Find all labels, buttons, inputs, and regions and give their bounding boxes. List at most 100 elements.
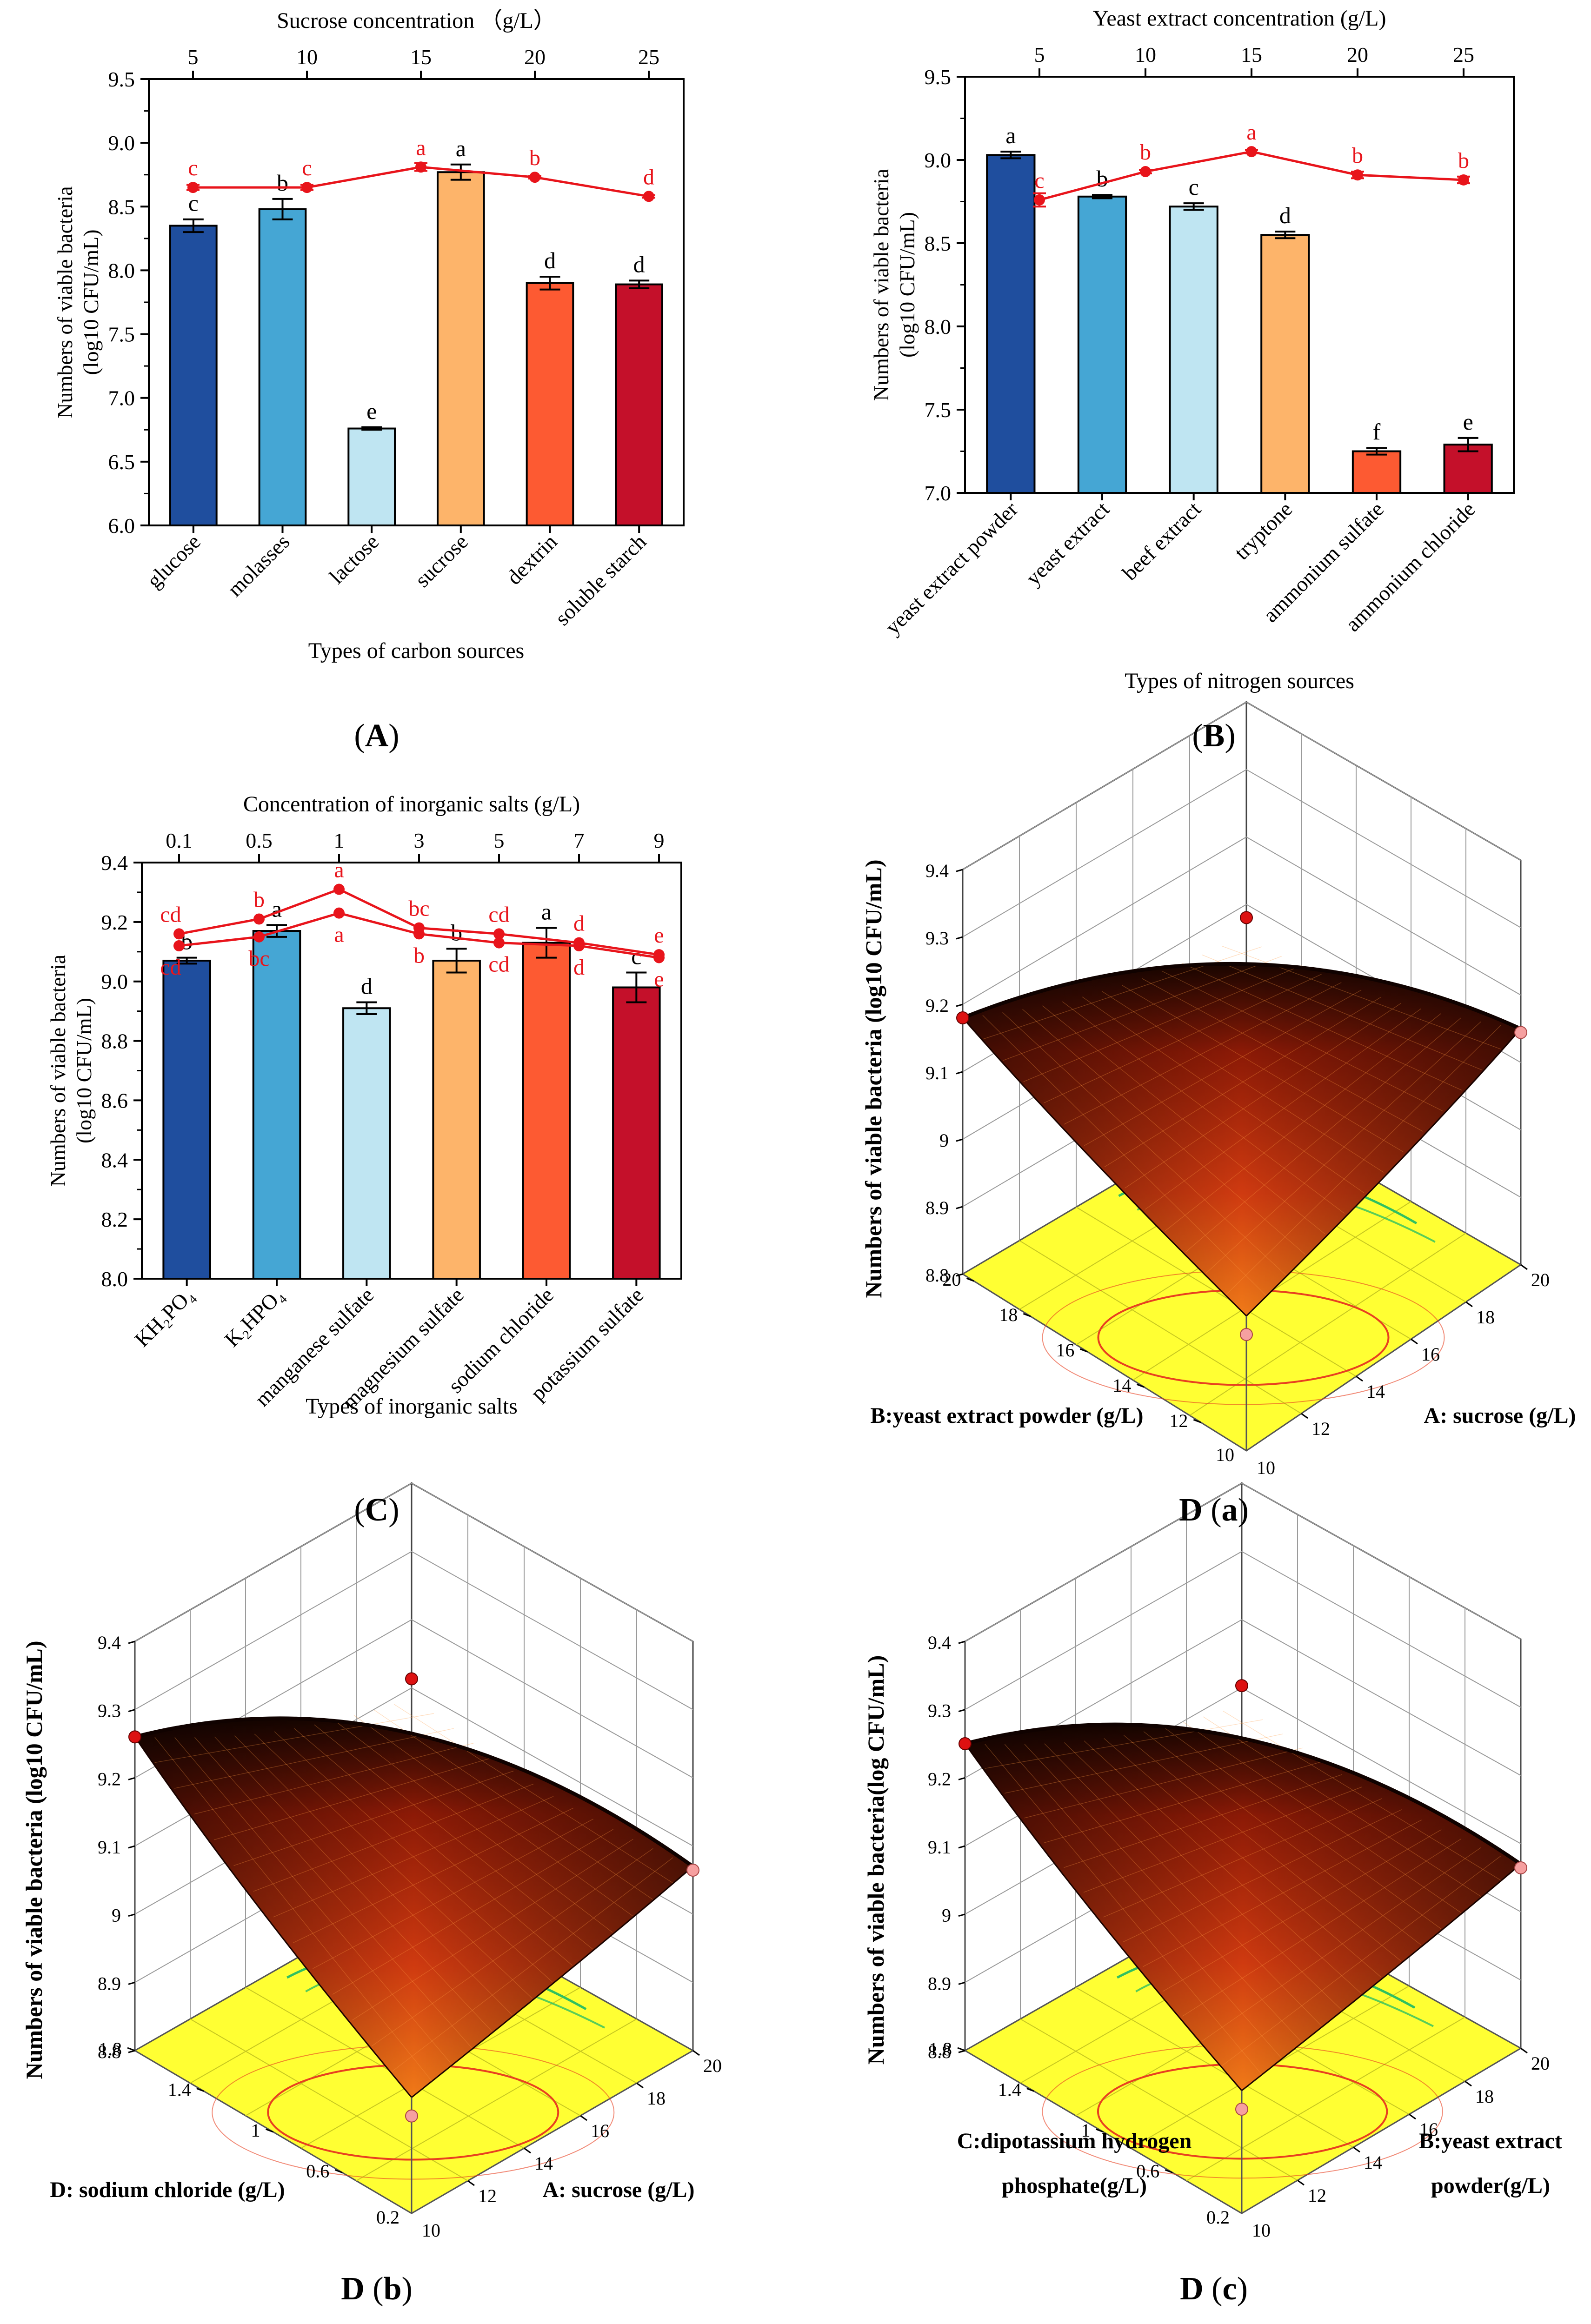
top-axis-label: Concentration of inorganic salts (g/L) [243, 792, 580, 817]
chart-C: 8.0 8.2 8.4 8.6 8.8 9.0 9.2 9.4 Numbers of viabl… [46, 792, 682, 1419]
bar-1 [1077, 195, 1127, 494]
z-tick-mark [956, 1206, 963, 1209]
x-axis-label: Types of carbon sources [308, 638, 524, 663]
surface-mesh-line [1223, 1711, 1501, 1881]
z-tick-label: 9.3 [928, 1700, 951, 1721]
left-axis-label-line: C:dipotassium hydrogen [957, 2129, 1192, 2153]
surface-mesh-line [214, 1736, 493, 2032]
z-tick-label: 9.1 [928, 1837, 951, 1858]
left-axis-tick-label: 1.8 [929, 2038, 952, 2059]
left-axis-tick [1136, 1383, 1145, 1388]
line-point [173, 940, 185, 951]
panel-label-paren: ) [402, 2271, 413, 2307]
bar-significance-letter: d [1279, 202, 1291, 228]
left-axis-tick-label: 1.4 [168, 2079, 191, 2100]
left-axis-tick-label: 16 [1056, 1340, 1074, 1361]
chart-A: 6.0 6.5 7.0 7.5 8.0 8.5 9.0 9.5 Numbers of viabl… [53, 8, 685, 663]
right-axis-tick-label: 14 [1366, 1381, 1385, 1402]
y-tick-label: 7.0 [108, 386, 135, 410]
line-significance-letter: b [1140, 140, 1151, 165]
panel-label: D (b) [341, 2271, 413, 2307]
surface-mesh-line [1222, 1855, 1501, 2066]
left-axis-tick-label: 12 [1169, 1410, 1188, 1431]
y-tick-label: 9.5 [925, 65, 952, 89]
bar-significance-letter: c [1189, 174, 1199, 200]
z-tick-mark [128, 1777, 135, 1780]
right-axis-tick [467, 2180, 475, 2186]
right-axis-tick-label: 16 [1419, 2119, 1438, 2140]
design-point-marker [405, 2109, 418, 2123]
panel-label-paren: ( [1204, 2271, 1223, 2307]
bar-significance-letter: e [1463, 409, 1473, 435]
x-category-label: dextrin [502, 530, 561, 589]
left-axis-tick [265, 2128, 274, 2133]
surface-mesh-line [254, 1733, 533, 1999]
panel-label: (A) [354, 718, 399, 754]
top-tick-label: 5 [1034, 43, 1045, 66]
z-tick-label: 9.2 [928, 1768, 951, 1789]
bar-significance-letter: c [188, 190, 199, 216]
left-axis-tick-label: 0.6 [306, 2161, 329, 2182]
surface-mesh-line [194, 1737, 473, 2048]
z-tick-label: 8.8 [928, 2041, 951, 2062]
right-axis-tick-label: 18 [647, 2088, 666, 2109]
floor-grid-line [1186, 2017, 1465, 2181]
panel-label-paren: ( [354, 718, 365, 754]
surface-mesh-line [1124, 1735, 1402, 1962]
bar-significance-letter: b [277, 170, 288, 196]
bar-significance-letter: e [366, 398, 377, 424]
bar-2 [1169, 206, 1218, 494]
y-tick-label: 6.5 [108, 450, 135, 474]
y-tick-label: 8.0 [101, 1267, 128, 1291]
surface-mesh-line [1165, 1013, 1441, 1231]
y-tick-label: 8.8 [101, 1029, 128, 1053]
line-point [333, 883, 345, 895]
z-tick-mark [128, 1913, 135, 1917]
y-tick-label: 9.2 [101, 910, 128, 934]
line-significance-letter: bc [248, 946, 269, 971]
bar-significance-letter: a [456, 135, 466, 161]
design-point-marker [405, 1672, 418, 1686]
left-axis-tick-label: 1.4 [998, 2079, 1021, 2100]
left-axis-label-line: phosphate(g/L) [1002, 2173, 1147, 2198]
right-axis-tick-label: 14 [534, 2153, 553, 2174]
x-axis-label: Types of inorganic salts [306, 1394, 518, 1419]
surface-mesh-line [1083, 1786, 1362, 1893]
z-tick-mark [956, 1273, 963, 1277]
plot-frame [964, 76, 1515, 494]
bar-charts-layer: 6.0 6.5 7.0 7.5 8.0 8.5 9.0 9.5 Numbers of viabl… [46, 6, 1515, 1419]
right-axis-tick [1297, 2179, 1305, 2186]
surface-plots-layer: 8.8 8.9 9 9.1 9.2 9.3 9.4 Numbers of viable bac… [21, 701, 1576, 2241]
left-axis-tick [334, 2169, 343, 2173]
y-tick-label: 9.0 [925, 148, 952, 172]
panel-label-paren: ( [354, 1492, 365, 1528]
panel-labels-layer: (A) (B)(C) D (a)D (b) D (c) [341, 718, 1249, 2307]
surface-mesh-line [1102, 991, 1384, 1173]
line-significance-letter: c [188, 156, 198, 180]
bar-5 [615, 283, 664, 526]
y-tick-label: 8.4 [101, 1148, 128, 1172]
surface-mesh-line [1044, 1761, 1323, 1843]
surface-mesh-line [334, 1720, 613, 1933]
top-tick-label: 10 [296, 45, 318, 69]
left-axis-label: D: sodium chloride (g/L) [50, 2178, 285, 2202]
surface-mesh-line [985, 1744, 1262, 2075]
design-point-marker [959, 1737, 972, 1750]
left-axis-tick [1165, 2169, 1173, 2173]
line-significance-letter: a [334, 858, 344, 883]
bar-3 [437, 171, 485, 526]
y-tick-label: 9.0 [101, 970, 128, 994]
right-axis-tick [524, 2147, 531, 2154]
left-axis-tick-label: 14 [1112, 1375, 1131, 1396]
surface-mesh-line [274, 1731, 553, 1982]
top-tick-label: 5 [494, 829, 505, 852]
surface-mesh-line [1185, 1017, 1461, 1253]
bar-1 [258, 208, 307, 526]
surface-mesh-line [154, 1713, 434, 1763]
y-axis-label: Numbers of viable bacteria (log10 CFU/mL) [46, 955, 96, 1187]
z-tick-mark [956, 936, 963, 940]
right-axis-tick [580, 2115, 587, 2121]
surface-mesh-line [372, 1848, 653, 2046]
y-tick-label: 9.0 [108, 131, 135, 155]
design-point-marker [1514, 1861, 1527, 1874]
